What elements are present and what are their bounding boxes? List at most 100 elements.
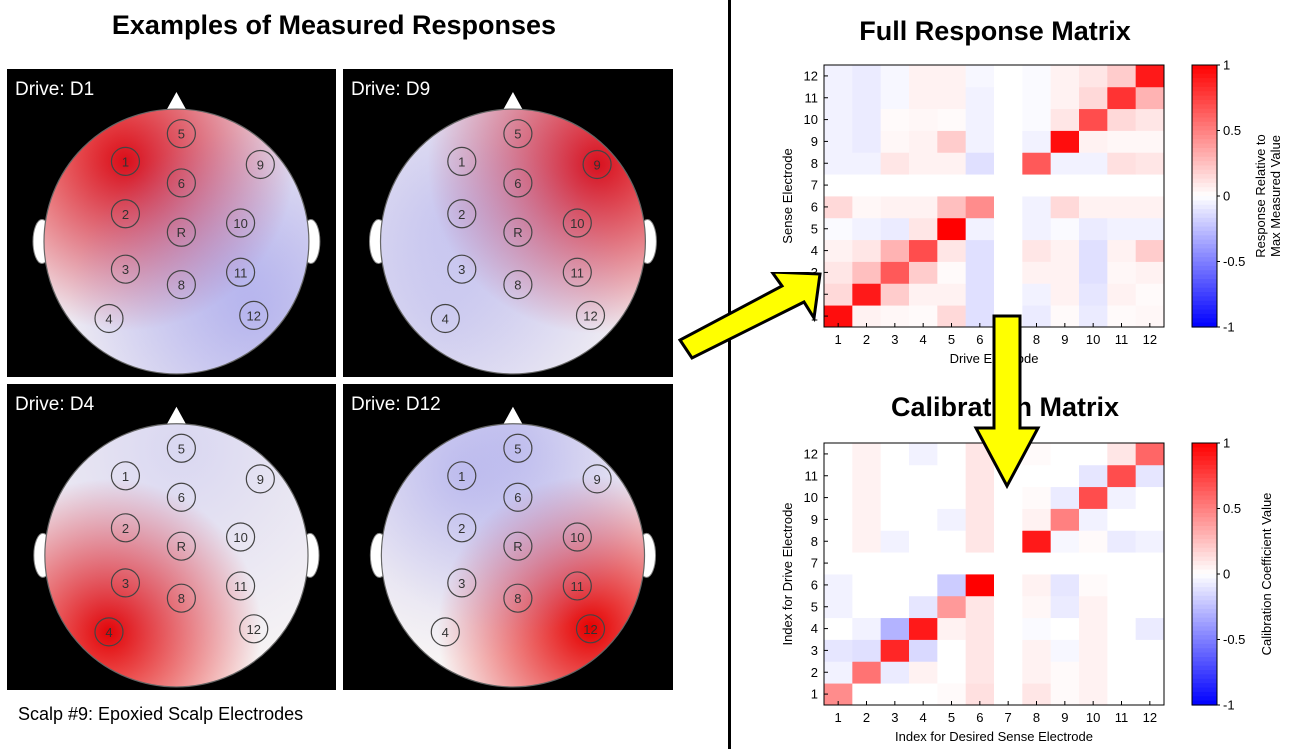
electrode-label: 4 — [442, 625, 449, 640]
colorbar-segment — [1192, 604, 1217, 610]
heatmap-cell — [909, 86, 938, 110]
heatmap-cell — [880, 639, 910, 662]
heatmap-cell — [852, 65, 882, 88]
heatmap-cell — [965, 130, 995, 153]
electrode-5 — [503, 433, 533, 463]
heatmap-cell — [824, 552, 853, 575]
heatmap-cell — [1135, 174, 1165, 197]
colorbar-segment — [1192, 322, 1217, 328]
colorbar-segment — [1192, 65, 1217, 70]
heatmap-cell — [965, 174, 995, 197]
heatmap-cell — [1135, 65, 1165, 88]
heatmap-cell — [1079, 283, 1108, 306]
x-tick-label: 12 — [1143, 332, 1157, 347]
heatmap-cell — [1022, 639, 1052, 662]
x-tick-label: 1 — [835, 710, 842, 725]
colorbar-segment — [1192, 569, 1217, 575]
electrode-label: 6 — [514, 490, 521, 505]
heatmap-cell — [1079, 152, 1108, 175]
yellow-arrow-to-matrix — [677, 272, 822, 360]
heatmap-cell — [1079, 530, 1108, 553]
heatmap-cell — [965, 464, 995, 488]
x-tick-label: 2 — [863, 710, 870, 725]
electrode-label: 11 — [234, 579, 248, 594]
electrode-4 — [94, 617, 124, 647]
heatmap-cell — [880, 174, 910, 197]
left-panel-title: Examples of Measured Responses — [111, 10, 557, 40]
heatmap-cell — [1135, 530, 1165, 553]
colorbar-segment — [1192, 182, 1217, 188]
electrode-8 — [503, 583, 533, 613]
electrode-6 — [166, 168, 196, 198]
heatmap-cell — [1079, 86, 1108, 110]
heatmap-cell — [824, 217, 853, 241]
colorbar-segment — [1192, 691, 1217, 697]
electrode-6 — [503, 168, 533, 198]
electrode-label: 11 — [571, 579, 585, 594]
y-tick-label: 7 — [811, 556, 818, 571]
heatmap-cell — [937, 108, 967, 131]
heatmap-cell — [1135, 283, 1165, 306]
heatmap-cell — [1022, 65, 1052, 88]
heatmap-cell — [909, 152, 938, 175]
heatmap-cells — [824, 65, 1165, 328]
heatmap-cell — [937, 595, 967, 619]
heatmap-cell — [1079, 261, 1108, 284]
colorbar-tick-label: 0 — [1223, 189, 1230, 204]
heatmap-cell — [965, 508, 995, 531]
heatmap-cell — [1022, 305, 1052, 328]
heatmap-cell — [1022, 86, 1052, 110]
electrode-label: 12 — [583, 622, 597, 637]
y-tick-label: 7 — [811, 178, 818, 193]
heatmap-cell — [1135, 552, 1165, 575]
x-tick-label: 2 — [863, 332, 870, 347]
heatmap-cell — [824, 283, 853, 306]
colorbar-segment — [1192, 613, 1217, 619]
colorbar-segment — [1192, 235, 1217, 241]
heatmap-cell — [1135, 574, 1165, 597]
heatmap-cell — [1107, 508, 1137, 531]
colorbar-segment — [1192, 318, 1217, 324]
heatmap-cell — [994, 283, 1023, 306]
heatmap-cell — [880, 152, 910, 175]
electrode-3 — [110, 568, 141, 598]
heatmap-cell — [1079, 486, 1108, 509]
electrode-9 — [582, 149, 612, 180]
heatmap-cell — [1022, 108, 1052, 131]
heatmap-cell — [994, 617, 1023, 640]
heatmap-cell — [1022, 530, 1052, 553]
heatmap-cell — [994, 574, 1023, 597]
heatmap-cell — [1079, 508, 1108, 531]
colorbar-segment — [1192, 582, 1217, 588]
heatmap-cell — [1107, 239, 1137, 262]
heatmap-cell — [824, 65, 853, 88]
x-tick-label: 4 — [920, 710, 927, 725]
heatmap-cell — [1050, 464, 1080, 488]
heatmap-cell — [1107, 486, 1137, 509]
electrode-11 — [225, 257, 256, 287]
colorbar-segment — [1192, 134, 1217, 140]
colorbar-label: Response Relative to — [1253, 134, 1268, 258]
heatmap-cell — [1107, 443, 1137, 466]
colorbar-segment — [1192, 508, 1217, 514]
heatmap-cell — [937, 174, 967, 197]
colorbar-segment — [1192, 309, 1217, 315]
electrode-label: 10 — [233, 216, 247, 231]
heatmap-cell — [965, 661, 995, 684]
nose — [501, 406, 524, 427]
heatmap-cell — [824, 196, 853, 219]
x-tick-label: 10 — [1086, 332, 1100, 347]
heatmap-cell — [937, 305, 967, 328]
electrode-label: 12 — [247, 308, 261, 323]
heatmap-cell — [937, 283, 967, 306]
y-tick-label: 1 — [811, 687, 818, 702]
heatmap-cell — [1135, 508, 1165, 531]
y-tick-label: 11 — [805, 468, 819, 483]
electrode-1 — [110, 461, 141, 491]
colorbar-segment — [1192, 608, 1217, 614]
potential-field — [381, 423, 645, 687]
heatmap-cell — [824, 574, 853, 597]
y-tick-label: 5 — [811, 599, 818, 614]
heatmap-cell — [994, 595, 1023, 619]
heatmap-cell — [1050, 305, 1080, 328]
